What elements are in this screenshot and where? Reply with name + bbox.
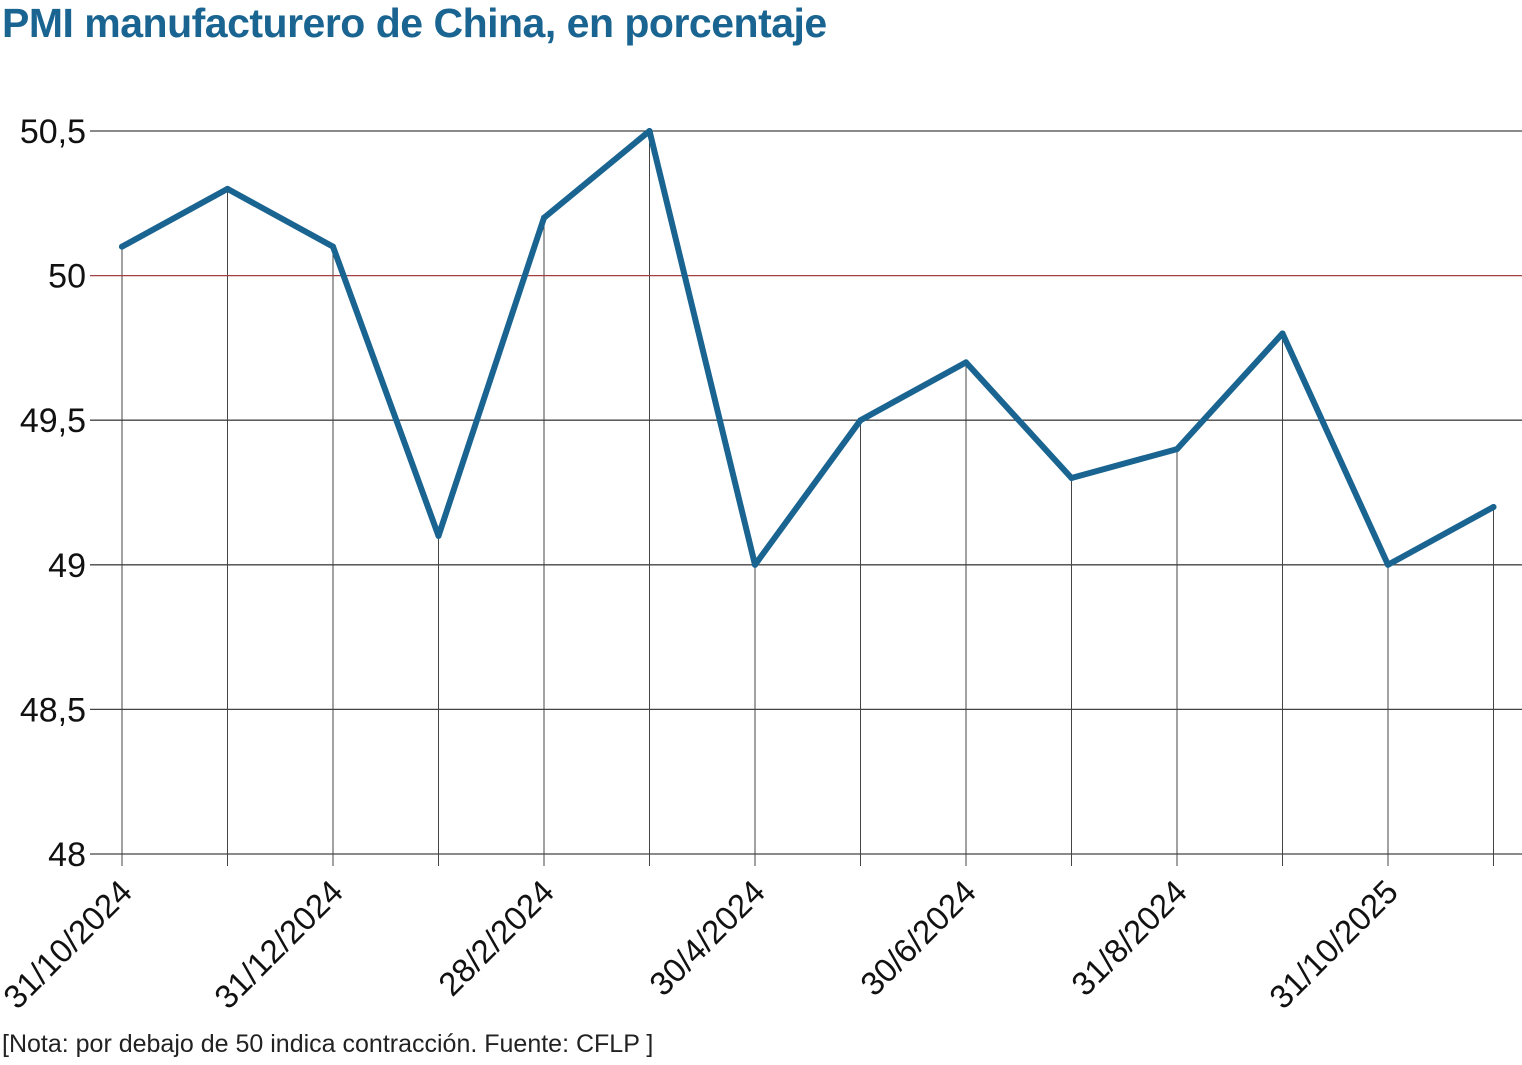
- y-tick-label: 50: [48, 258, 86, 296]
- y-tick-label: 48,5: [20, 691, 86, 729]
- x-tick-label: 30/6/2024: [853, 873, 983, 1003]
- horizontal-gridlines: [90, 130, 1522, 855]
- y-tick-label: 50,5: [20, 113, 86, 151]
- source-note: [Nota: por debajo de 50 indica contracci…: [2, 1030, 654, 1058]
- x-tick-label: 30/4/2024: [642, 873, 772, 1003]
- y-axis-ticks: 48 48,5 49 49,5 50 50,5: [20, 113, 86, 874]
- data-point: [119, 243, 125, 250]
- vertical-gridlines: [121, 131, 1494, 866]
- x-tick-label: 31/10/2025: [1262, 873, 1405, 1016]
- y-tick-label: 48: [48, 836, 86, 874]
- data-point: [857, 417, 864, 424]
- data-point: [224, 185, 231, 192]
- x-tick-label: 31/10/2024: [0, 873, 139, 1016]
- x-axis-ticks: 31/10/2024 31/12/2024 28/2/2024 30/4/2024 30…: [0, 873, 1405, 1016]
- data-point: [752, 561, 758, 568]
- data-point: [1279, 330, 1286, 337]
- series-group: [119, 128, 1497, 568]
- x-tick-label: 28/2/2024: [431, 873, 561, 1003]
- data-point: [1490, 503, 1497, 510]
- data-point: [435, 532, 442, 539]
- y-tick-label: 49,5: [20, 402, 86, 440]
- y-tick-label: 49: [48, 547, 86, 585]
- chart-title: PMI manufacturero de China, en porcentaj…: [2, 0, 827, 46]
- data-point: [963, 359, 969, 366]
- data-point: [1385, 561, 1391, 568]
- x-tick-label: 31/12/2024: [207, 873, 350, 1016]
- series-line: [119, 128, 1497, 568]
- data-point: [1174, 446, 1180, 453]
- data-point: [541, 214, 547, 221]
- data-point: [330, 243, 336, 250]
- data-point: [1068, 475, 1075, 482]
- data-point: [646, 128, 653, 134]
- x-tick-label: 31/8/2024: [1064, 873, 1194, 1003]
